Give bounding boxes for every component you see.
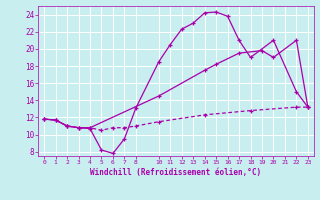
X-axis label: Windchill (Refroidissement éolien,°C): Windchill (Refroidissement éolien,°C) (91, 168, 261, 177)
